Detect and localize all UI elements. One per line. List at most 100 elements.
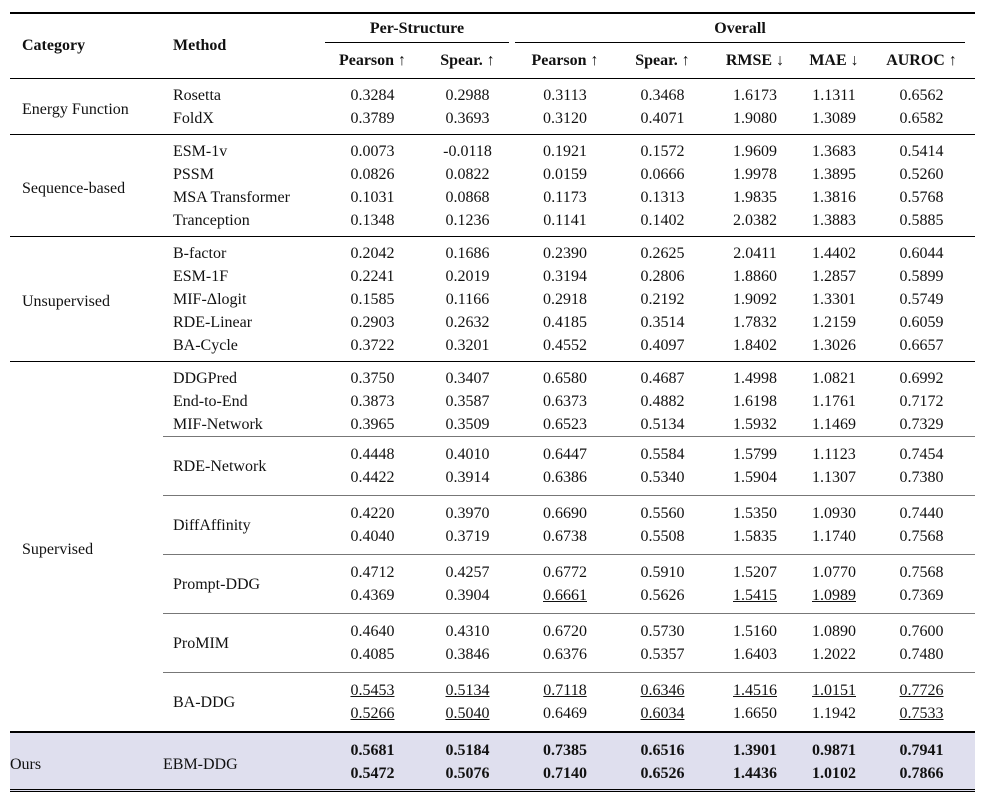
value-cell: 0.3468 [615,79,710,108]
value: 0.6720 [543,623,587,640]
value: 0.5414 [899,143,944,160]
value: 1.7832 [733,314,777,331]
value-cell: 0.6657 [868,334,975,362]
value: 1.0890 [812,623,856,640]
value-cell: 1.3883 [800,209,868,237]
value: 1.1123 [812,446,856,463]
value-cell: 0.4040 [325,525,420,555]
method-cell: ESM-1F [173,268,229,285]
value: 0.4257 [445,564,490,581]
value: 0.6526 [640,765,685,782]
value: 1.1307 [812,469,856,486]
value-cell: 0.3873 [325,390,420,413]
value-cell: 1.0821 [800,362,868,391]
value: 1.9080 [733,110,777,127]
method-cell: Tranception [173,212,250,229]
value-cell: 0.4448 [325,436,420,466]
value-cell: 0.7140 [515,762,615,791]
value: 1.9092 [733,291,777,308]
value: 1.4436 [733,765,777,782]
value: 0.2019 [445,268,490,285]
value-cell: 0.5357 [615,643,710,673]
header-category: Category [22,37,86,54]
value: 0.9871 [812,742,856,759]
value-cell: 0.2241 [325,265,420,288]
value-cell: 0.6526 [615,762,710,791]
value: 0.1236 [445,212,490,229]
value-cell: 0.3120 [515,107,615,135]
value: 1.1469 [812,416,856,433]
value-cell: 0.5584 [615,436,710,466]
value: 0.1313 [640,189,685,206]
value: 1.1761 [812,393,856,410]
value: 0.5885 [899,212,944,229]
value: 0.6580 [543,370,587,387]
value-cell: 0.5910 [615,554,710,584]
value-cell: 0.5768 [868,186,975,209]
value-cell: 1.9092 [710,288,800,311]
value: 1.2857 [812,268,856,285]
value: 0.3587 [445,393,490,410]
value-cell: 0.3904 [420,584,515,614]
value-cell: 0.2625 [615,237,710,266]
category-cell: Sequence-based [22,179,126,197]
value-cell: 1.3089 [800,107,868,135]
value-cell: 0.1402 [615,209,710,237]
value: 1.3901 [733,742,777,759]
method-cell: ProMIM [163,613,325,673]
category-cell: Unsupervised [22,293,110,310]
value: 1.5799 [733,446,777,463]
value: 0.5266 [350,705,395,722]
value-cell: 1.9978 [710,163,800,186]
table-row: Prompt-DDG 0.4712 0.4257 0.6772 0.5910 1.5207… [10,554,976,614]
value: 2.0411 [733,245,777,262]
value: 0.6044 [899,245,944,262]
value: 0.2632 [445,314,490,331]
value-cell: 0.7533 [868,702,975,732]
value: 0.6516 [640,742,685,759]
value-cell: 1.8860 [710,265,800,288]
value-cell: 0.5076 [420,762,515,791]
table-row: Sequence-based ESM-1v 0.0073 -0.0118 0.1921 0… [10,135,975,197]
value: 0.5584 [640,446,685,463]
value: 0.6376 [543,646,587,663]
value-cell: 0.7941 [868,732,975,762]
value: 0.3284 [350,87,395,104]
table-row: Supervised DDGPred 0.3750 0.3407 0.6580 0.468… [10,362,975,558]
value-cell: 0.3113 [515,79,615,108]
value-cell: 1.3895 [800,163,868,186]
value: 1.6173 [733,87,777,104]
value-cell: 0.7369 [868,584,975,614]
value-cell: 0.5414 [868,135,975,164]
value: 0.4220 [350,505,395,522]
value-cell: 0.5040 [420,702,515,732]
value: 0.7568 [899,564,944,581]
value-cell: 0.4422 [325,466,420,496]
value-cell: 1.3901 [710,732,800,762]
value-cell: 0.3914 [420,466,515,496]
value-cell: 1.5207 [710,554,800,584]
value: 0.7369 [899,587,944,604]
value-cell: 0.6034 [615,702,710,732]
value-cell: 0.6562 [868,79,975,108]
value: 0.4085 [350,646,395,663]
value-cell: 0.5340 [615,466,710,496]
value-cell: 0.2390 [515,237,615,266]
value: 0.6772 [543,564,587,581]
value: 0.6346 [640,682,685,699]
value-cell: 0.3201 [420,334,515,362]
header-row: Pearson ↑ Spear. ↑ Pearson ↑ Spear. ↑ RMSE ↓… [10,44,975,79]
value: 0.3750 [350,370,395,387]
value: 0.3509 [445,416,490,433]
group: Unsupervised B-factor 0.2042 0.1686 0.2390 0.… [10,236,976,362]
table-row: MIF-Δlogit 0.1585 0.1166 0.2918 0.2192 1.9092… [10,288,975,311]
value-cell: 1.1469 [800,413,868,437]
value-cell: 0.4220 [325,495,420,525]
value-cell: 0.6738 [515,525,615,555]
value: 0.2988 [445,87,490,104]
value: 1.9835 [733,189,777,206]
value-cell: 0.2903 [325,311,420,334]
table-row: ESM-1F 0.2241 0.2019 0.3194 0.2806 1.8860 1.28… [10,265,975,288]
header-row: Category Method Per-Structure Overall [10,13,975,54]
value: 1.9609 [733,143,777,160]
